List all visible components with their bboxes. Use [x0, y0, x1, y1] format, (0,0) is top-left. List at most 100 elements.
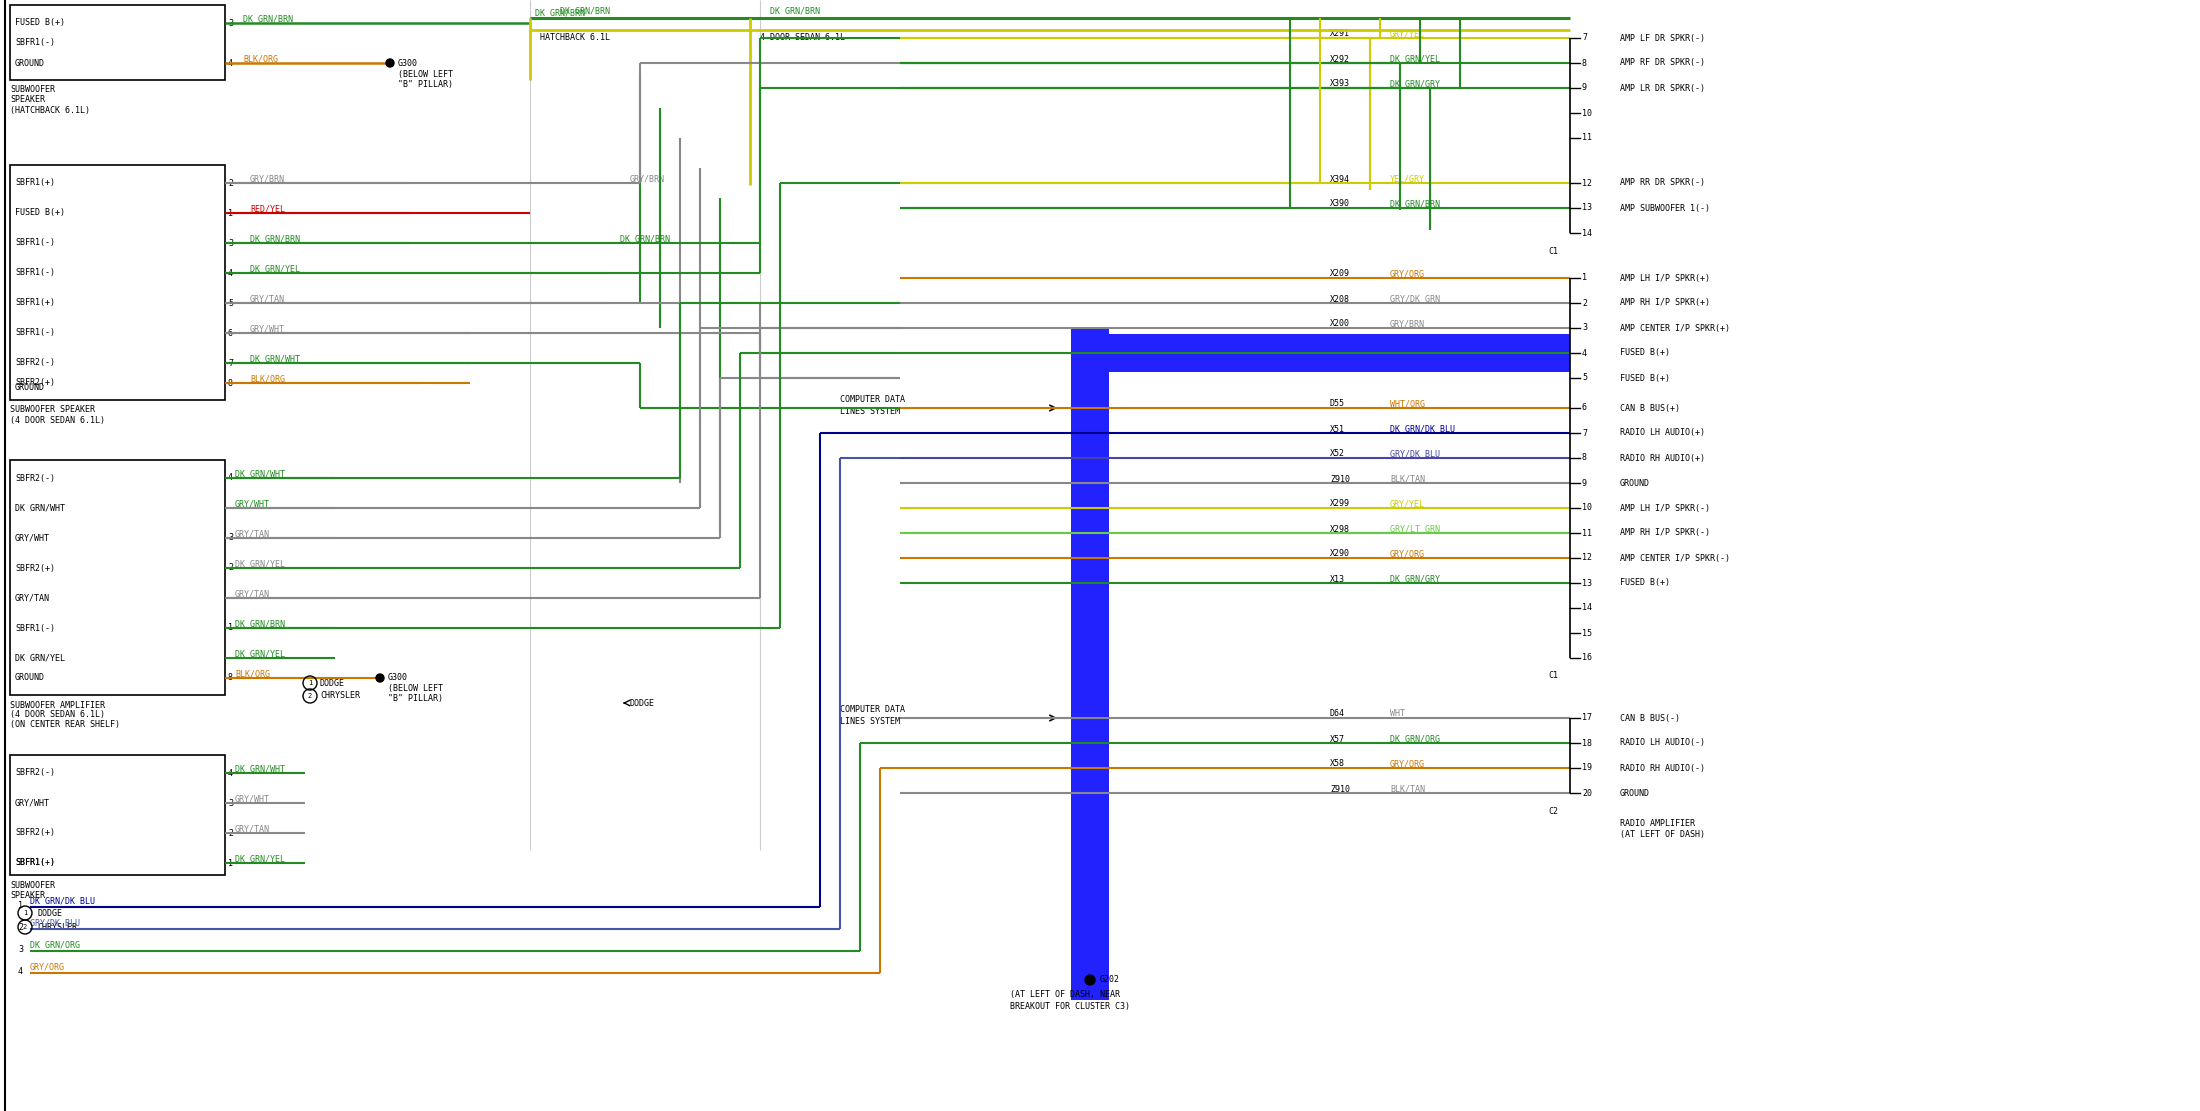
Text: AMP RF DR SPKR(-): AMP RF DR SPKR(-): [1619, 59, 1705, 68]
Text: GROUND: GROUND: [15, 673, 44, 682]
Text: SBFR1(-): SBFR1(-): [15, 859, 55, 868]
Text: FUSED B(+): FUSED B(+): [1619, 373, 1670, 382]
Text: GRY/TAN: GRY/TAN: [235, 590, 271, 599]
Text: 3: 3: [229, 19, 233, 28]
Text: SBFR1(-): SBFR1(-): [15, 623, 55, 632]
Text: SBFR1(-): SBFR1(-): [15, 39, 55, 48]
Text: AMP LR DR SPKR(-): AMP LR DR SPKR(-): [1619, 83, 1705, 92]
Text: X209: X209: [1331, 270, 1351, 279]
Text: COMPUTER DATA: COMPUTER DATA: [840, 396, 904, 404]
Text: C2: C2: [1549, 807, 1558, 815]
Text: 19: 19: [1582, 763, 1593, 772]
Bar: [11, 6, 224, 80]
Text: D55: D55: [1331, 400, 1344, 409]
Text: DK GRN/WHT: DK GRN/WHT: [235, 764, 286, 773]
Text: 10: 10: [1582, 109, 1593, 118]
Text: SBFR2(+): SBFR2(+): [15, 829, 55, 838]
Text: DK GRN/WHT: DK GRN/WHT: [15, 503, 66, 512]
Text: CHRYSLER: CHRYSLER: [319, 691, 361, 701]
Text: 7: 7: [229, 359, 233, 368]
Text: DODGE: DODGE: [319, 679, 345, 688]
Text: DK GRN/BRN: DK GRN/BRN: [242, 14, 293, 23]
Text: GRY/WHT: GRY/WHT: [15, 533, 51, 542]
Text: GRY/ORG: GRY/ORG: [1390, 270, 1426, 279]
Text: DK GRN/BRN: DK GRN/BRN: [535, 9, 585, 18]
Text: SBFR1(+): SBFR1(+): [15, 299, 55, 308]
Text: SBFR1(+): SBFR1(+): [15, 179, 55, 188]
Text: 2: 2: [229, 179, 233, 188]
Text: BLK/TAN: BLK/TAN: [1390, 784, 1426, 793]
Text: DK GRN/ORG: DK GRN/ORG: [1390, 734, 1441, 743]
Text: 14: 14: [1582, 229, 1593, 238]
Text: CAN B BUS(+): CAN B BUS(+): [1619, 403, 1681, 412]
Text: AMP RR DR SPKR(-): AMP RR DR SPKR(-): [1619, 179, 1705, 188]
Text: DK GRN/BRN: DK GRN/BRN: [770, 7, 821, 16]
Text: 4: 4: [18, 967, 22, 975]
Text: AMP CENTER I/P SPKR(-): AMP CENTER I/P SPKR(-): [1619, 553, 1729, 562]
Bar: [1071, 328, 1109, 1000]
Text: DK GRN/BRN: DK GRN/BRN: [1390, 200, 1441, 209]
Text: GRY/YEL: GRY/YEL: [1390, 30, 1426, 39]
Text: AMP LF DR SPKR(-): AMP LF DR SPKR(-): [1619, 33, 1705, 42]
Text: Z910: Z910: [1331, 474, 1351, 483]
Text: WHT: WHT: [1390, 710, 1406, 719]
Text: 1: 1: [1582, 273, 1586, 282]
Text: X58: X58: [1331, 760, 1344, 769]
Text: DK GRN/BRN: DK GRN/BRN: [251, 234, 299, 243]
Text: GRY/WHT: GRY/WHT: [251, 324, 286, 333]
Text: 12: 12: [1582, 553, 1593, 562]
Text: FUSED B(+): FUSED B(+): [1619, 349, 1670, 358]
Text: CAN B BUS(-): CAN B BUS(-): [1619, 713, 1681, 722]
Text: X290: X290: [1331, 550, 1351, 559]
Text: 13: 13: [1582, 203, 1593, 212]
Text: 4: 4: [229, 59, 233, 68]
Text: DK GRN/DK BLU: DK GRN/DK BLU: [31, 897, 95, 905]
Text: 1: 1: [229, 859, 233, 868]
Circle shape: [385, 59, 394, 67]
Text: SBFR1(-): SBFR1(-): [15, 239, 55, 248]
Text: GRY/ORG: GRY/ORG: [1390, 760, 1426, 769]
Bar: [1071, 334, 1571, 372]
Text: DK GRN/YEL: DK GRN/YEL: [1390, 54, 1441, 63]
Text: X291: X291: [1331, 30, 1351, 39]
Text: 18: 18: [1582, 739, 1593, 748]
Text: AMP CENTER I/P SPKR(+): AMP CENTER I/P SPKR(+): [1619, 323, 1729, 332]
Text: GRY/WHT: GRY/WHT: [15, 799, 51, 808]
Text: 2: 2: [18, 922, 22, 931]
Text: DK GRN/YEL: DK GRN/YEL: [235, 650, 286, 659]
Text: AMP SUBWOOFER 1(-): AMP SUBWOOFER 1(-): [1619, 203, 1709, 212]
Text: DK GRN/YEL: DK GRN/YEL: [235, 560, 286, 569]
Text: DK GRN/GRY: DK GRN/GRY: [1390, 344, 1441, 353]
Text: GROUND: GROUND: [1619, 479, 1650, 488]
Text: SBFR1(+): SBFR1(+): [15, 859, 55, 868]
Text: 4 DOOR SEDAN 6.1L: 4 DOOR SEDAN 6.1L: [759, 33, 845, 42]
Text: SUBWOOFER SPEAKER: SUBWOOFER SPEAKER: [11, 406, 95, 414]
Text: GRY/BRN: GRY/BRN: [1390, 320, 1426, 329]
Text: 6: 6: [1582, 403, 1586, 412]
Text: 3: 3: [229, 239, 233, 248]
Bar: [11, 460, 224, 695]
Text: X51: X51: [1331, 424, 1344, 433]
Text: RADIO RH AUDIO(-): RADIO RH AUDIO(-): [1619, 763, 1705, 772]
Text: 13: 13: [1582, 579, 1593, 588]
Text: FUSED B(+): FUSED B(+): [15, 19, 66, 28]
Circle shape: [1085, 975, 1096, 985]
Text: AMP LH I/P SPKR(-): AMP LH I/P SPKR(-): [1619, 503, 1709, 512]
Text: Z910: Z910: [1331, 784, 1351, 793]
Text: RED/YEL: RED/YEL: [251, 204, 286, 213]
Text: X298: X298: [1331, 524, 1351, 533]
Text: FUSED B(+): FUSED B(+): [1619, 579, 1670, 588]
Text: 9: 9: [1582, 83, 1586, 92]
Text: 8: 8: [1582, 453, 1586, 462]
Text: D64: D64: [1331, 710, 1344, 719]
Text: LINES SYSTEM: LINES SYSTEM: [840, 408, 900, 417]
Text: RADIO AMPLIFIER: RADIO AMPLIFIER: [1619, 819, 1694, 828]
Text: GRY/LT GRN: GRY/LT GRN: [1390, 524, 1441, 533]
Text: GRY/TAN: GRY/TAN: [15, 593, 51, 602]
Text: 1: 1: [229, 623, 233, 632]
Text: G300: G300: [398, 59, 418, 68]
Text: 8: 8: [229, 673, 233, 682]
Text: X208: X208: [1331, 294, 1351, 303]
Text: GROUND: GROUND: [15, 59, 44, 68]
Text: X13: X13: [1331, 574, 1344, 583]
